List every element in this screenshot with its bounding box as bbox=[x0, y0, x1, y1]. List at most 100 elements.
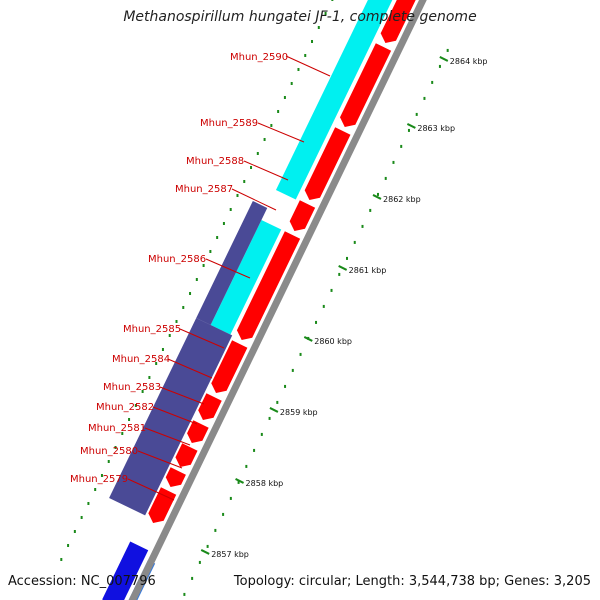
dot-marker bbox=[253, 448, 256, 452]
scale-tick-label: 2859 kbp bbox=[280, 408, 318, 417]
scale-tick bbox=[406, 123, 416, 129]
dot-marker bbox=[60, 557, 63, 561]
gene-label: Mhun_2588 bbox=[186, 156, 244, 167]
scale-tick bbox=[372, 194, 382, 200]
dot-marker bbox=[304, 53, 307, 57]
gene-label: Mhun_2582 bbox=[96, 402, 154, 413]
dot-marker bbox=[191, 576, 194, 580]
gene-leader-line bbox=[137, 450, 183, 469]
dot-marker bbox=[121, 431, 124, 435]
blue-gene-block bbox=[102, 541, 149, 600]
dot-marker bbox=[283, 95, 286, 99]
dot-marker bbox=[202, 263, 205, 267]
dot-marker bbox=[256, 151, 259, 155]
scale-tick bbox=[439, 56, 449, 62]
dot-marker bbox=[338, 272, 341, 276]
dot-marker bbox=[415, 112, 418, 116]
dot-marker bbox=[376, 192, 379, 196]
scale-tick-label: 2864 kbp bbox=[450, 57, 488, 66]
dot-marker bbox=[216, 235, 219, 239]
dot-marker bbox=[277, 109, 280, 113]
dot-marker bbox=[284, 384, 287, 388]
dot-marker bbox=[107, 459, 110, 463]
dot-marker bbox=[322, 304, 325, 308]
forward-gene-arrow bbox=[198, 393, 222, 420]
gene-label: Mhun_2580 bbox=[80, 446, 138, 457]
dot-marker bbox=[94, 487, 97, 491]
reverse-gene-block-cyan bbox=[210, 219, 282, 335]
forward-gene-arrow bbox=[187, 420, 209, 443]
forward-gene-arrow bbox=[380, 0, 416, 43]
dot-marker bbox=[100, 473, 103, 477]
gene-leader-line bbox=[205, 258, 251, 279]
dot-marker bbox=[423, 96, 426, 100]
gene-leader-line bbox=[159, 386, 205, 405]
scale-tick bbox=[338, 265, 348, 271]
scale-tick bbox=[235, 478, 245, 484]
scale-tick bbox=[269, 407, 279, 413]
dot-marker bbox=[175, 319, 178, 323]
gene-label: Mhun_2587 bbox=[175, 184, 233, 195]
forward-gene-arrow bbox=[236, 231, 301, 340]
dot-marker bbox=[299, 352, 302, 356]
dot-marker bbox=[206, 544, 209, 548]
dot-marker bbox=[311, 39, 314, 43]
forward-gene-arrow bbox=[175, 443, 198, 467]
scale-tick bbox=[200, 549, 210, 555]
gene-label: Mhun_2589 bbox=[200, 118, 258, 129]
gene-label: Mhun_2584 bbox=[112, 354, 170, 365]
dot-marker bbox=[183, 592, 186, 596]
gene-leader-line bbox=[285, 55, 331, 77]
dot-marker bbox=[148, 375, 151, 379]
gene-leader-line bbox=[257, 122, 305, 143]
dot-marker bbox=[331, 0, 334, 1]
reverse-gene-block-dark bbox=[109, 317, 233, 516]
dot-marker bbox=[155, 361, 158, 365]
dot-marker bbox=[128, 417, 131, 421]
dot-marker bbox=[237, 480, 240, 484]
dot-marker bbox=[260, 432, 263, 436]
scale-tick bbox=[303, 336, 313, 342]
dot-marker bbox=[276, 400, 279, 404]
dot-marker bbox=[245, 464, 248, 468]
gene-label: Mhun_2586 bbox=[148, 254, 206, 265]
dot-marker bbox=[236, 193, 239, 197]
dot-marker bbox=[195, 277, 198, 281]
gene-label: Mhun_2579 bbox=[70, 474, 128, 485]
dot-marker bbox=[438, 64, 441, 68]
dot-marker bbox=[80, 515, 83, 519]
scale-tick-label: 2857 kbp bbox=[211, 550, 249, 559]
dot-marker bbox=[222, 221, 225, 225]
dot-marker bbox=[134, 403, 137, 407]
gene-labels: Mhun_2590 Mhun_2589 Mhun_2588 Mhun_2587 Mhun… bbox=[70, 52, 331, 501]
gene-label: Mhun_2585 bbox=[123, 324, 181, 335]
gene-leader-line bbox=[127, 478, 175, 501]
gene-label: Mhun_2583 bbox=[103, 382, 161, 393]
gene-leader-line bbox=[152, 406, 198, 425]
dot-marker bbox=[384, 176, 387, 180]
dot-marker bbox=[369, 208, 372, 212]
dot-marker bbox=[229, 496, 232, 500]
dot-marker bbox=[268, 416, 271, 420]
scale-tick-label: 2858 kbp bbox=[246, 479, 284, 488]
dot-marker bbox=[209, 249, 212, 253]
dot-marker bbox=[114, 445, 117, 449]
gene-leader-line bbox=[243, 160, 289, 181]
forward-gene-arrow bbox=[340, 43, 392, 127]
dot-marker bbox=[189, 291, 192, 295]
dot-marker bbox=[346, 256, 349, 260]
scale-tick-label: 2861 kbp bbox=[349, 266, 387, 275]
dot-marker bbox=[67, 543, 70, 547]
dot-marker bbox=[290, 81, 293, 85]
dot-marker bbox=[141, 389, 144, 393]
scale-tick-label: 2863 kbp bbox=[417, 124, 455, 133]
gene-leader-line bbox=[231, 188, 277, 211]
dot-marker bbox=[198, 560, 201, 564]
dot-marker bbox=[361, 224, 364, 228]
forward-gene-arrow bbox=[211, 340, 248, 393]
dot-marker bbox=[182, 305, 185, 309]
gene-label: Mhun_2590 bbox=[230, 52, 288, 63]
dot-marker bbox=[407, 128, 410, 132]
dot-marker bbox=[291, 368, 294, 372]
